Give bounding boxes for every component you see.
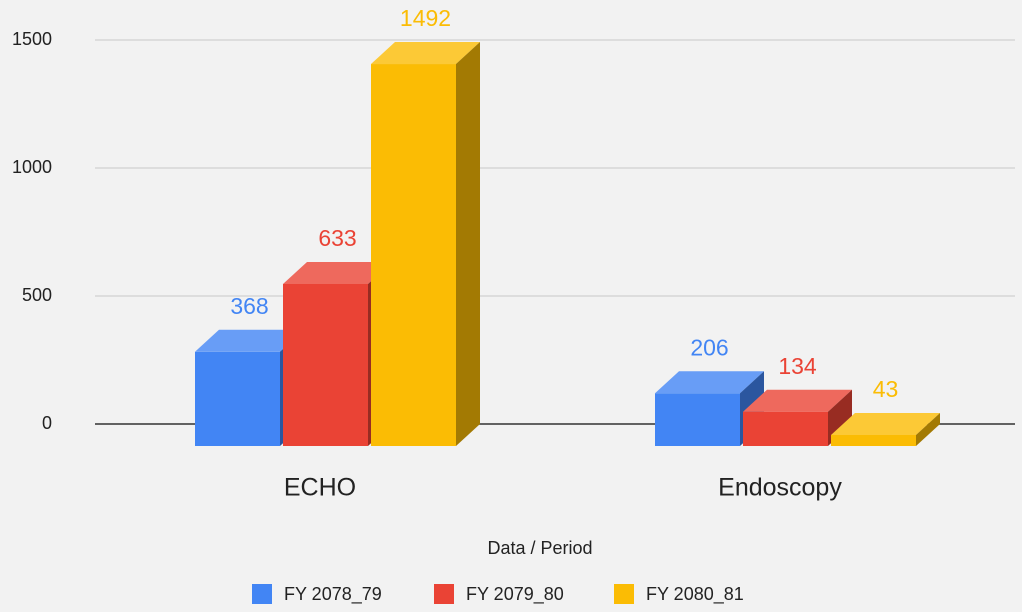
data-label: 134 (778, 353, 817, 379)
bar-top (371, 42, 480, 65)
bar (743, 411, 828, 446)
data-label: 368 (230, 293, 268, 319)
legend-label: FY 2080_81 (646, 584, 744, 605)
bar (655, 393, 740, 446)
y-tick-label: 0 (42, 413, 52, 433)
data-label: 43 (873, 376, 899, 402)
y-tick-label: 1000 (12, 157, 52, 177)
x-tick-label: ECHO (284, 474, 356, 502)
bar-top (831, 412, 940, 435)
bar-top (743, 389, 852, 412)
bar-side (916, 412, 940, 446)
data-label: 633 (318, 225, 356, 251)
x-axis-title: Data / Period (487, 538, 592, 558)
legend-swatch (252, 584, 272, 604)
data-label: 1492 (400, 5, 451, 31)
legend-label: FY 2079_80 (466, 584, 564, 605)
bar-top (283, 261, 392, 284)
bar-side (828, 389, 852, 446)
legend-swatch (614, 584, 634, 604)
y-tick-label: 500 (22, 285, 52, 305)
y-tick-label: 1500 (12, 29, 52, 49)
bar-top (655, 371, 764, 394)
bar (371, 64, 456, 446)
legend-label: FY 2078_79 (284, 584, 382, 605)
data-label: 206 (690, 334, 728, 360)
x-tick-label: Endoscopy (718, 474, 842, 502)
bar (195, 351, 280, 446)
legend-swatch (434, 584, 454, 604)
bar-side (456, 42, 480, 446)
bar (831, 434, 916, 446)
bar (283, 283, 368, 446)
bar-top (195, 329, 304, 352)
